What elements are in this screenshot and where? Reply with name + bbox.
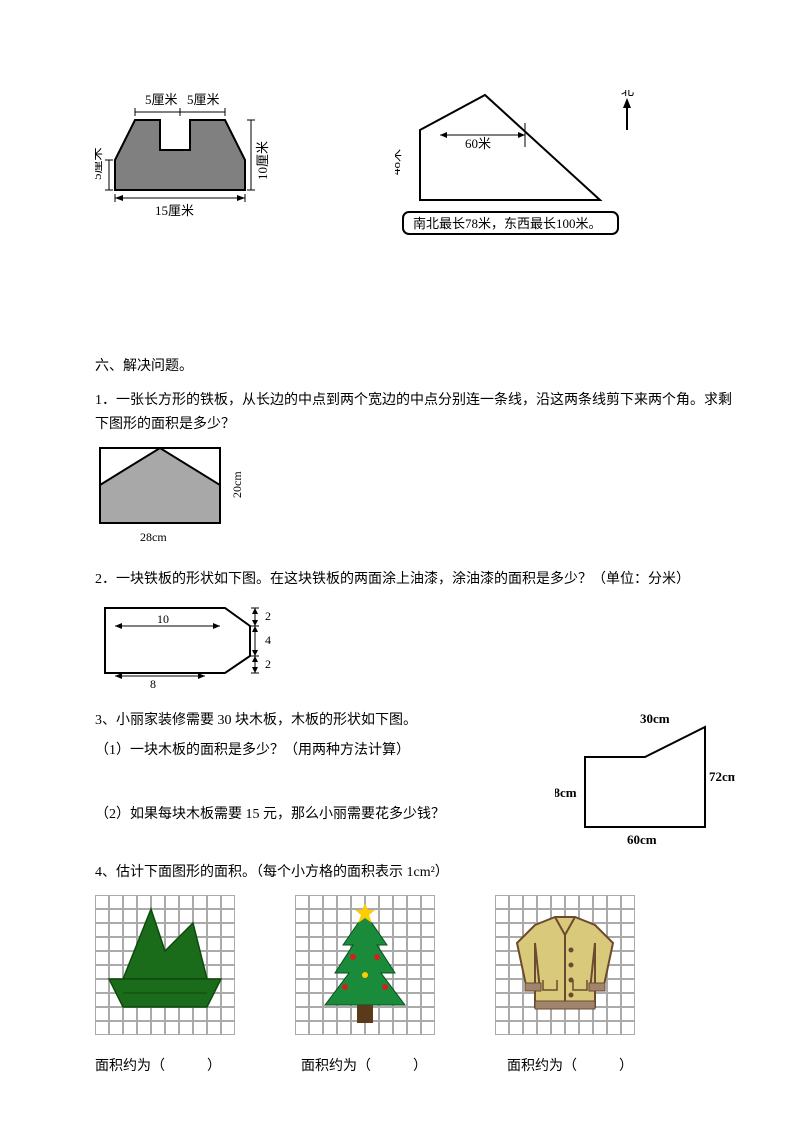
q2-8: 8 — [150, 677, 156, 688]
fig2-caption: 南北最长78米，东西最长100米。 — [413, 216, 602, 231]
q3-svg: 30cm 72cm 48cm 60cm — [555, 709, 735, 849]
fig1-5cm-right: 5厘米 — [187, 92, 220, 107]
figure-triangle-lot: 60米 48米 北 南北最长78米，东西最长100米。 — [395, 90, 655, 245]
top-figures-row: 5厘米 5厘米 5厘米 10厘米 15厘米 — [95, 90, 735, 245]
q4-answers-row: 面积约为（ ） 面积约为（ ） 面积约为（ ） — [95, 1055, 735, 1079]
q4-images-row — [95, 895, 735, 1035]
fig2-north: 北 — [621, 90, 634, 98]
q3-60cm: 60cm — [627, 832, 657, 847]
q4-tree-svg — [295, 895, 435, 1035]
question-3: 3、小丽家装修需要 30 块木板，木板的形状如下图。 （1）一块木板的面积是多少… — [95, 709, 735, 849]
q3-sub2: （2）如果每块木板需要 15 元，那么小丽需要花多少钱？ — [95, 803, 555, 827]
fig2-svg: 60米 48米 北 南北最长78米，东西最长100米。 — [395, 90, 655, 240]
q1-shape — [100, 448, 220, 523]
q2-2a: 2 — [265, 609, 271, 623]
fig1-svg: 5厘米 5厘米 5厘米 10厘米 15厘米 — [95, 90, 275, 230]
q1-svg: 20cm 28cm — [95, 443, 245, 548]
q3-72cm: 72cm — [709, 769, 735, 784]
q1-28cm: 28cm — [140, 530, 167, 544]
q4-ans2: 面积约为（ ） — [301, 1055, 427, 1079]
q3-sub1: （1）一块木板的面积是多少？（用两种方法计算） — [95, 739, 555, 763]
q4-boat-svg — [95, 895, 235, 1035]
fig2-60m: 60米 — [465, 136, 491, 151]
q2-text: 2．一块铁板的形状如下图。在这块铁板的两面涂上油漆，涂油漆的面积是多少？（单位：… — [95, 568, 735, 592]
fig1-right-10cm: 10厘米 — [255, 141, 270, 180]
q4-jacket-svg — [495, 895, 635, 1035]
q2-svg: 10 8 2 4 2 — [95, 598, 295, 688]
q1-text: 1．一张长方形的铁板，从长边的中点到两个宽边的中点分别连一条线，沿这两条线剪下来… — [95, 389, 735, 437]
q4-ans1: 面积约为（ ） — [95, 1055, 221, 1079]
q4-tree — [295, 895, 435, 1035]
q4-text: 4、估计下面图形的面积。（每个小方格的面积表示 1cm²） — [95, 861, 735, 885]
fig2-triangle — [420, 95, 600, 200]
question-1: 1．一张长方形的铁板，从长边的中点到两个宽边的中点分别连一条线，沿这两条线剪下来… — [95, 389, 735, 556]
q2-shape — [105, 608, 250, 673]
fig1-shape — [115, 120, 245, 190]
q3-text: 3、小丽家装修需要 30 块木板，木板的形状如下图。 — [95, 709, 555, 733]
fig1-bottom-15cm: 15厘米 — [155, 203, 194, 218]
fig1-5cm-left: 5厘米 — [145, 92, 178, 107]
q2-10: 10 — [157, 612, 169, 626]
q2-4: 4 — [265, 633, 271, 647]
q4-ans3: 面积约为（ ） — [507, 1055, 633, 1079]
q2-2b: 2 — [265, 657, 271, 671]
figure-hexagon-notch: 5厘米 5厘米 5厘米 10厘米 15厘米 — [95, 90, 275, 245]
q3-30cm: 30cm — [640, 711, 670, 726]
section-6-title: 六、解决问题。 — [95, 355, 735, 375]
q1-20cm: 20cm — [230, 470, 244, 497]
fig2-48m: 48米 — [395, 149, 403, 175]
question-2: 2．一块铁板的形状如下图。在这块铁板的两面涂上油漆，涂油漆的面积是多少？（单位：… — [95, 568, 735, 697]
q4-jacket — [495, 895, 635, 1035]
q3-48cm: 48cm — [555, 785, 577, 800]
q3-shape — [585, 727, 705, 827]
fig1-left-5cm: 5厘米 — [95, 147, 104, 180]
question-4: 4、估计下面图形的面积。（每个小方格的面积表示 1cm²） — [95, 861, 735, 1079]
q4-boat — [95, 895, 235, 1035]
